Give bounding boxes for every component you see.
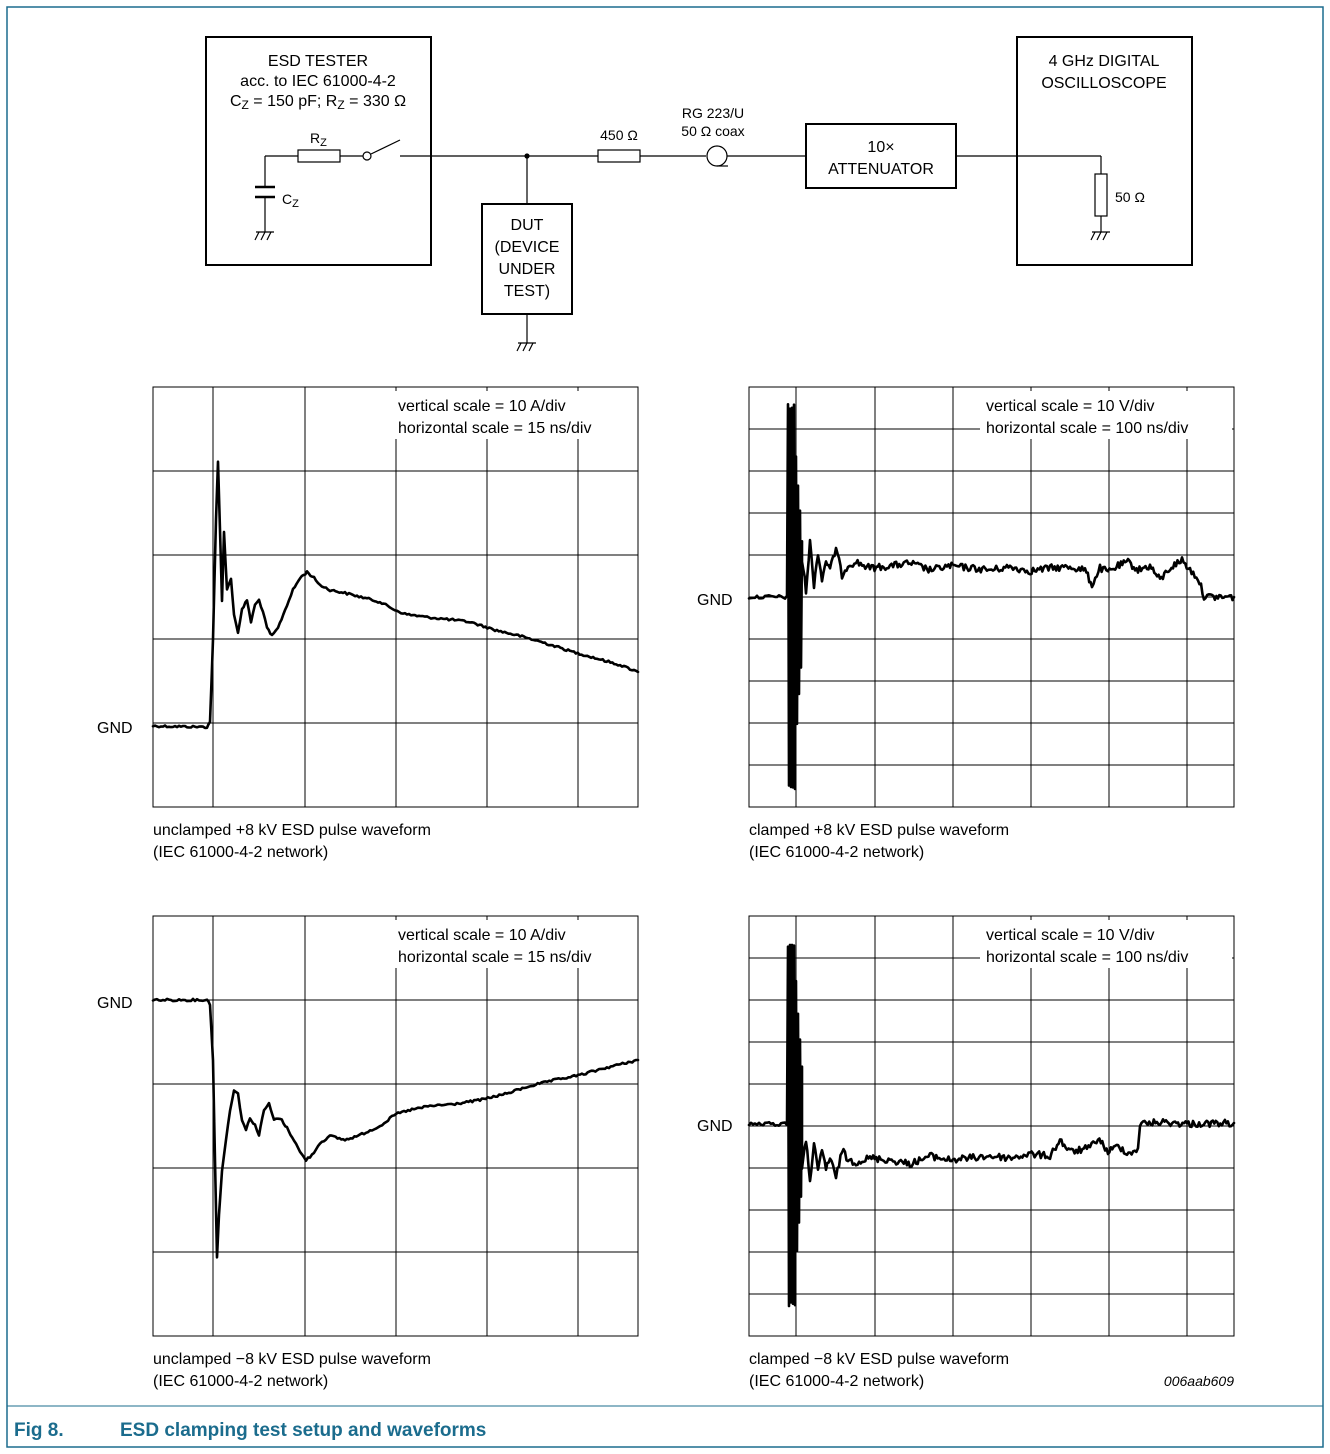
gnd-label: GND [97, 995, 133, 1012]
scale-label-background [980, 391, 1232, 439]
rz-value: = 330 Ω [345, 93, 406, 110]
gnd-label: GND [697, 592, 733, 609]
oscilloscope-grid [748, 915, 1235, 1337]
horizontal-scale-label: horizontal scale = 15 ns/div [398, 420, 591, 437]
cz-subscript: Z [242, 98, 249, 112]
waveform-trace [151, 997, 640, 1259]
gnd-label: GND [697, 1118, 733, 1135]
cz-and-rz-value: = 150 pF; R [249, 93, 338, 110]
scale-label-background [980, 920, 1232, 968]
test-setup-schematic: ESD TESTER acc. to IEC 61000-4-2 CZ = 15… [205, 36, 1193, 352]
waveform-trace [747, 943, 1236, 1308]
waveform-panel-clamped-pos: vertical scale = 10 V/div horizontal sca… [697, 386, 1236, 861]
esd-tester-standard: acc. to IEC 61000-4-2 [240, 73, 396, 90]
waveform-caption-line1: unclamped +8 kV ESD pulse waveform [153, 822, 431, 839]
waveform-caption-line2: (IEC 61000-4-2 network) [749, 1373, 924, 1390]
waveform-panel-unclamped-pos: vertical scale = 10 A/div horizontal sca… [97, 386, 640, 861]
load-resistor-label: 50 Ω [1115, 189, 1145, 205]
oscilloscope-grid [152, 386, 639, 808]
switch-contact [362, 151, 372, 161]
waveform-trace [747, 403, 1236, 791]
coax-symbol [706, 145, 728, 167]
rz-resistor [297, 149, 341, 163]
waveform-panel-clamped-neg: vertical scale = 10 V/div horizontal sca… [697, 915, 1236, 1390]
horizontal-scale-label: horizontal scale = 100 ns/div [986, 949, 1188, 966]
resistor-450 [597, 149, 641, 163]
esd-tester-block: ESD TESTER acc. to IEC 61000-4-2 CZ = 15… [205, 36, 432, 266]
waveform-caption-line2: (IEC 61000-4-2 network) [749, 844, 924, 861]
attenuator-label-line1: 10× [867, 139, 894, 156]
vertical-scale-label: vertical scale = 10 V/div [986, 927, 1155, 944]
resistor-450-label: 450 Ω [600, 127, 638, 143]
figure-svg: ESD TESTER acc. to IEC 61000-4-2 CZ = 15… [6, 6, 1324, 1448]
attenuator-label-line2: ATTENUATOR [828, 161, 934, 178]
waveform-panel-unclamped-neg: vertical scale = 10 A/div horizontal sca… [97, 915, 640, 1390]
ground-symbol [516, 342, 536, 352]
oscilloscope-label-line1: 4 GHz DIGITAL [1049, 53, 1160, 70]
vertical-scale-label: vertical scale = 10 A/div [398, 927, 566, 944]
figure-frame [6, 6, 1324, 1448]
waveform-trace [151, 460, 640, 730]
rz-label: RZ [310, 130, 327, 149]
attenuator-box [805, 123, 957, 189]
horizontal-scale-label: horizontal scale = 100 ns/div [986, 420, 1188, 437]
waveform-caption-line2: (IEC 61000-4-2 network) [153, 1373, 328, 1390]
vertical-scale-label: vertical scale = 10 A/div [398, 398, 566, 415]
oscilloscope-grid [152, 915, 639, 1337]
dut-label-line2: (DEVICE [495, 239, 560, 256]
figure-title: ESD clamping test setup and waveforms [120, 1420, 486, 1441]
oscilloscope-grid [748, 386, 1235, 808]
dut-label-line4: TEST) [504, 283, 550, 300]
switch-blade [370, 139, 401, 155]
waveform-caption-line1: clamped +8 kV ESD pulse waveform [749, 822, 1009, 839]
scale-label-background [392, 391, 636, 439]
figure-number: Fig 8. [14, 1420, 64, 1441]
cz-label: CZ [282, 191, 299, 210]
esd-tester-title: ESD TESTER [268, 53, 368, 70]
ground-symbol [254, 231, 274, 241]
gnd-label: GND [97, 720, 133, 737]
rz-subscript: Z [337, 98, 344, 112]
coax-type-label: RG 223/U [682, 105, 744, 121]
coax-spec-label: 50 Ω coax [681, 123, 744, 139]
vertical-scale-label: vertical scale = 10 V/div [986, 398, 1155, 415]
horizontal-scale-label: horizontal scale = 15 ns/div [398, 949, 591, 966]
cz-symbol: C [230, 93, 242, 110]
oscilloscope-label-line2: OSCILLOSCOPE [1041, 75, 1166, 92]
waveform-caption-line1: unclamped −8 kV ESD pulse waveform [153, 1351, 431, 1368]
dut-label-line1: DUT [511, 217, 544, 234]
load-resistor [1094, 173, 1108, 217]
scale-label-background [392, 920, 636, 968]
esd-tester-values: CZ = 150 pF; RZ = 330 Ω [230, 93, 406, 112]
waveform-caption-line2: (IEC 61000-4-2 network) [153, 844, 328, 861]
dut-label-line3: UNDER [499, 261, 556, 278]
esd-tester-box [205, 36, 432, 266]
oscilloscope-box [1016, 36, 1193, 266]
figure-id: 006aab609 [1164, 1373, 1234, 1389]
waveform-caption-line1: clamped −8 kV ESD pulse waveform [749, 1351, 1009, 1368]
ground-symbol [1090, 231, 1110, 241]
